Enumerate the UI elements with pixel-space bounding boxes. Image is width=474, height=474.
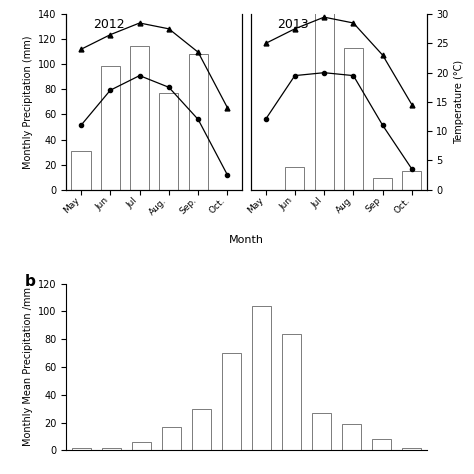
Bar <box>101 65 120 190</box>
Bar <box>162 427 181 450</box>
Y-axis label: Monthly Precipitation (mm): Monthly Precipitation (mm) <box>23 35 33 169</box>
Text: 2012: 2012 <box>93 18 124 31</box>
Bar <box>315 8 334 190</box>
Bar <box>372 439 392 450</box>
Bar <box>252 306 271 450</box>
Bar <box>130 46 149 190</box>
Bar <box>285 167 304 190</box>
Bar <box>402 171 421 190</box>
Bar <box>101 447 121 450</box>
Bar <box>373 178 392 190</box>
Bar <box>402 447 421 450</box>
Bar <box>189 55 208 190</box>
Y-axis label: Monthly Mean Precipitation /mm: Monthly Mean Precipitation /mm <box>23 288 33 447</box>
Bar <box>312 413 331 450</box>
Bar <box>159 93 178 190</box>
Bar <box>222 353 241 450</box>
Bar <box>191 409 211 450</box>
Text: b: b <box>25 273 36 289</box>
Bar <box>344 48 363 190</box>
Bar <box>72 447 91 450</box>
Bar <box>282 334 301 450</box>
Text: Month: Month <box>229 235 264 245</box>
Bar <box>132 442 151 450</box>
Bar <box>342 424 361 450</box>
Bar <box>72 151 91 190</box>
Text: 2013: 2013 <box>277 18 309 31</box>
Y-axis label: Temperature (°C): Temperature (°C) <box>455 60 465 144</box>
